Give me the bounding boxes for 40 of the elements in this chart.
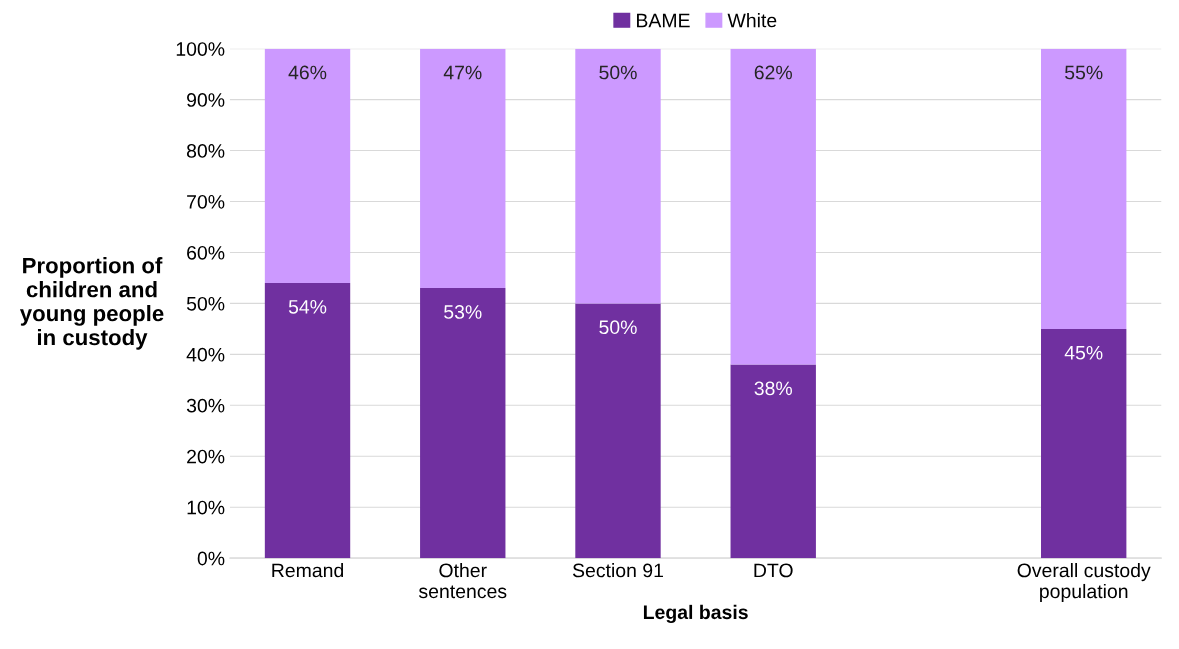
bar	[420, 48, 506, 289]
legend-label: White	[727, 13, 777, 28]
y-tick-label: 70%	[187, 194, 225, 209]
bar	[1041, 328, 1127, 559]
x-tick-label: Overall custody population	[1017, 563, 1151, 603]
legend-label: BAME	[637, 13, 690, 28]
x-axis-title: Legal basis	[643, 604, 748, 624]
y-tick-label: 20%	[187, 449, 225, 464]
y-tick-label: 100%	[176, 42, 225, 56]
bar	[1041, 48, 1127, 329]
data-label: 50%	[599, 65, 637, 80]
x-tick-label: Other sentences	[418, 563, 507, 599]
data-label: 53%	[444, 305, 482, 319]
y-tick-label: 60%	[187, 245, 225, 260]
y-axis-title: Proportion of children and young people in custody	[19, 257, 164, 350]
y-tick-label: 30%	[186, 398, 225, 413]
data-label: 46%	[288, 65, 327, 80]
x-tick-label: DTO	[754, 563, 793, 578]
bar	[730, 364, 816, 559]
y-tick-label: 90%	[187, 93, 225, 107]
y-tick-label: 10%	[187, 500, 225, 515]
bar	[264, 283, 351, 559]
data-label: 38%	[754, 381, 792, 396]
data-label: 55%	[1065, 65, 1103, 80]
y-tick-label: 50%	[186, 296, 225, 311]
bar	[264, 48, 351, 284]
bar	[575, 303, 661, 559]
bar	[730, 48, 816, 365]
y-tick-label: 0%	[197, 551, 225, 566]
bar	[575, 48, 661, 304]
x-tick-label: Remand	[272, 563, 344, 578]
y-tick-label: 80%	[186, 144, 225, 158]
data-label: 47%	[443, 65, 482, 80]
x-tick-label: Section 91	[572, 563, 663, 578]
data-label: 50%	[599, 320, 637, 335]
y-tick-label: 40%	[186, 347, 225, 362]
data-label: 62%	[754, 65, 792, 80]
data-label: 45%	[1064, 345, 1103, 360]
bar	[420, 288, 506, 559]
data-label: 54%	[288, 300, 327, 314]
